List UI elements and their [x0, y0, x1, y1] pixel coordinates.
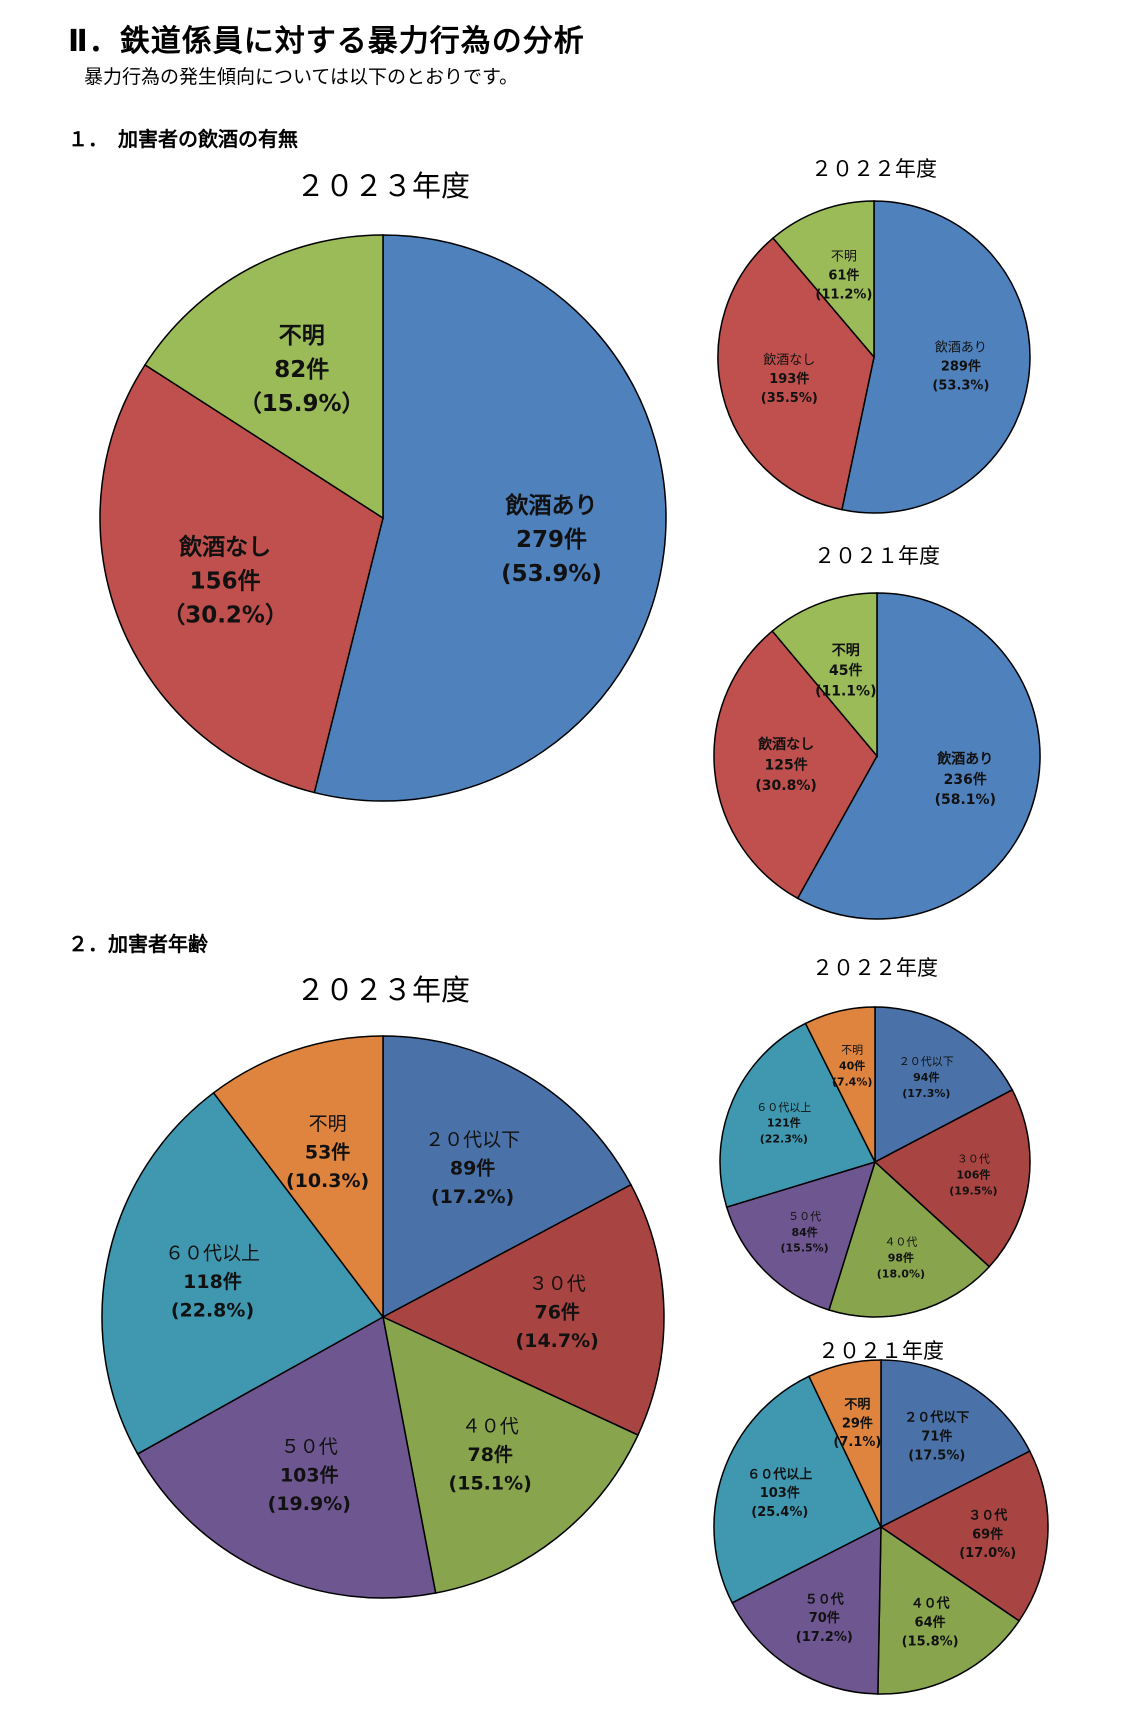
slice-label-age-2023-2: ４０代 78件(15.1%) [449, 1416, 532, 1495]
slice-label-drinking-2023-0: 飲酒あり 279件(53.9%) [501, 492, 602, 587]
slice-label-age-2022-1: ３０代 106件(19.5%) [949, 1153, 997, 1198]
slice-label-age-2021-0: ２０代以下 71件(17.5%) [904, 1410, 969, 1464]
chart-title-drinking-2023: ２０２３年度 [296, 169, 470, 203]
slice-label-age-2022-2: ４０代 98件(18.0%) [877, 1236, 925, 1281]
slice-label-age-2022-0: ２０代以下 94件(17.3%) [899, 1055, 954, 1100]
pie-slice-age-2023-4 [101, 1091, 385, 1455]
pie-age-2022: ２０２２年度 ２０代以下 94件(17.3%) ３０代 106件(19.5%) ４０代 98… [719, 956, 1031, 1318]
slice-label-age-2022-5: 不明 40件(7.4%) [832, 1043, 873, 1088]
slice-label-drinking-2022-0: 飲酒あり 289件(53.3%) [932, 340, 989, 394]
pie-slice-drinking-2023-1 [99, 363, 384, 794]
slice-label-drinking-2021-0: 飲酒あり 236件(58.1%) [935, 751, 996, 809]
pie-slice-age-2021-5 [807, 1359, 882, 1528]
slice-label-age-2023-5: 不明 53件(10.3%) [286, 1113, 369, 1192]
pie-slice-age-2021-3 [731, 1525, 882, 1695]
pie-slice-age-2022-0 [874, 1006, 1014, 1164]
chart-title-drinking-2022: ２０２２年度 [811, 157, 937, 181]
slice-label-age-2021-1: ３０代 69件(17.0%) [959, 1507, 1016, 1561]
pie-slice-age-2022-3 [725, 1160, 877, 1311]
pie-slice-drinking-2021-1 [713, 630, 878, 900]
pie-slice-age-2022-2 [828, 1160, 991, 1318]
chart-title-age-2021: ２０２１年度 [818, 1339, 944, 1363]
pie-slice-drinking-2021-2 [771, 592, 878, 759]
section-heading-age: ２．加害者年齢 [68, 932, 208, 956]
slice-label-drinking-2023-1: 飲酒なし 156件（30.2%） [162, 534, 288, 629]
slice-label-age-2022-3: ５０代 84件(15.5%) [780, 1210, 828, 1255]
slice-label-drinking-2022-1: 飲酒なし 193件(35.5%) [761, 352, 818, 406]
pie-slice-age-2021-2 [877, 1525, 1021, 1695]
pie-slice-age-2022-4 [719, 1022, 877, 1209]
slice-label-age-2023-0: ２０代以下 89件(17.2%) [425, 1129, 520, 1208]
chart-title-drinking-2021: ２０２１年度 [814, 544, 940, 568]
slice-label-age-2021-2: ４０代 64件(15.8%) [902, 1596, 959, 1650]
slice-label-drinking-2021-2: 不明 45件(11.1%) [815, 643, 876, 700]
slice-label-drinking-2023-2: 不明 82件（15.9%） [239, 323, 365, 417]
slice-label-age-2023-1: ３０代 76件(14.7%) [516, 1273, 599, 1352]
slice-label-age-2023-3: ５０代 103件(19.9%) [268, 1436, 351, 1515]
slice-label-age-2023-4: ６０代以上 118件(22.8%) [165, 1242, 260, 1321]
section-heading-drinking: １． 加害者の飲酒の有無 [68, 127, 298, 151]
pie-slice-drinking-2023-0 [313, 234, 667, 802]
pie-slice-drinking-2022-1 [717, 237, 875, 511]
pie-slice-age-2023-5 [212, 1035, 384, 1320]
slice-label-age-2021-3: ５０代 70件(17.2%) [796, 1591, 853, 1645]
pie-slice-age-2021-0 [880, 1359, 1031, 1529]
pie-slice-age-2023-2 [381, 1315, 639, 1594]
pie-slice-drinking-2022-2 [772, 200, 875, 360]
page-subtitle: 暴力行為の発生傾向については以下のとおりです。 [84, 66, 519, 88]
pie-slice-age-2021-1 [879, 1450, 1049, 1622]
slice-label-age-2021-4: ６０代以上 103件(25.4%) [747, 1466, 812, 1520]
slice-label-age-2021-5: 不明 29件(7.1%) [833, 1398, 881, 1451]
page-title: Ⅱ．鉄道係員に対する暴力行為の分析 [68, 24, 585, 59]
pie-age-2023: ２０２３年度 ２０代以下 89件(17.2%) ３０代 76件(14.7%) ４０代 78件… [101, 973, 665, 1599]
pie-slice-age-2021-4 [713, 1375, 882, 1604]
pie-slice-drinking-2021-0 [796, 592, 1041, 920]
pie-slice-drinking-2023-2 [143, 234, 384, 520]
pie-slice-age-2023-1 [381, 1183, 665, 1437]
pie-slice-age-2023-3 [136, 1315, 437, 1599]
pie-age-2021: ２０２１年度 ２０代以下 71件(17.5%) ３０代 69件(17.0%)４０代 64件… [713, 1339, 1049, 1695]
pie-slice-age-2022-5 [804, 1006, 876, 1163]
slice-label-drinking-2021-1: 飲酒なし 125件(30.8%) [755, 736, 816, 794]
slice-label-age-2022-4: ６０代以上 121件(22.3%) [756, 1101, 811, 1146]
pie-slice-age-2023-0 [382, 1035, 632, 1319]
chart-title-age-2022: ２０２２年度 [812, 956, 938, 980]
chart-title-age-2023: ２０２３年度 [296, 973, 470, 1007]
pie-slice-age-2022-1 [873, 1088, 1031, 1268]
pie-slice-drinking-2022-0 [841, 200, 1031, 514]
slice-label-drinking-2022-2: 不明 61件(11.2%) [815, 250, 872, 303]
